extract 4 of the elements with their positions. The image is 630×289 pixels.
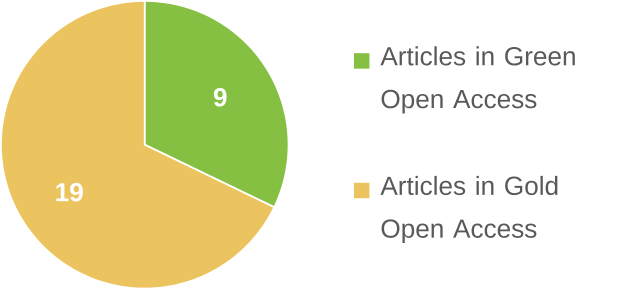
data-label: 19 [56,182,83,202]
legend-label: Articles in Gold Open Access [380,176,558,243]
legend-label: Articles in Green Open Access [380,46,575,114]
data-label: 9 [214,88,227,106]
